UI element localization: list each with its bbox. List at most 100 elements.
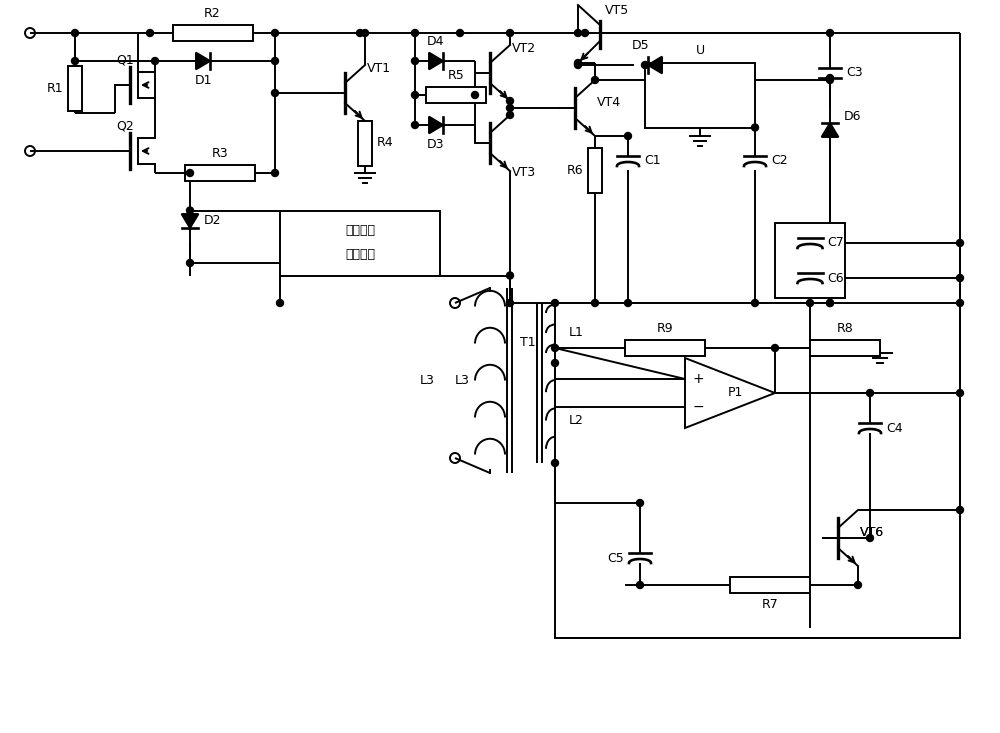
Text: L3: L3	[455, 374, 470, 387]
Text: Q2: Q2	[116, 119, 134, 133]
Circle shape	[637, 499, 644, 507]
Circle shape	[624, 300, 632, 306]
Text: R1: R1	[46, 81, 63, 95]
Bar	[588, 147, 602, 193]
Text: R6: R6	[566, 163, 583, 177]
Text: OUT: OUT	[712, 73, 738, 86]
Polygon shape	[429, 53, 443, 70]
Polygon shape	[648, 56, 662, 73]
Text: D6: D6	[843, 109, 861, 122]
Text: R9: R9	[657, 322, 673, 335]
Circle shape	[507, 111, 514, 119]
Text: R8: R8	[837, 322, 853, 335]
Circle shape	[412, 29, 418, 37]
Bar	[555, 303, 960, 638]
Circle shape	[752, 124, 759, 131]
Circle shape	[592, 76, 598, 84]
Text: −: −	[693, 400, 705, 414]
Circle shape	[574, 59, 582, 67]
Text: 触发电路: 触发电路	[345, 248, 375, 262]
Text: R4: R4	[377, 136, 394, 150]
Circle shape	[637, 581, 644, 589]
Text: P1: P1	[727, 386, 743, 399]
Bar	[358, 120, 372, 166]
Text: L1: L1	[569, 326, 584, 339]
Circle shape	[186, 207, 194, 214]
Text: C4: C4	[886, 421, 903, 435]
Circle shape	[272, 29, 278, 37]
Text: VT3: VT3	[512, 166, 536, 180]
Text: L3: L3	[420, 374, 435, 387]
Text: R7: R7	[762, 598, 778, 611]
Circle shape	[956, 240, 964, 246]
Circle shape	[826, 300, 834, 306]
Circle shape	[956, 300, 964, 306]
Text: IN: IN	[674, 73, 686, 86]
Circle shape	[186, 169, 194, 177]
Circle shape	[592, 300, 598, 306]
Text: R3: R3	[212, 147, 228, 160]
Circle shape	[582, 29, 588, 37]
Bar	[775, 223, 845, 298]
Text: R5: R5	[448, 69, 464, 82]
Text: 脉冲放大: 脉冲放大	[345, 224, 375, 237]
Circle shape	[356, 29, 364, 37]
Circle shape	[507, 272, 514, 279]
Circle shape	[806, 300, 814, 306]
Bar	[173, 25, 252, 41]
Circle shape	[574, 62, 582, 68]
Bar	[185, 165, 255, 181]
Circle shape	[272, 89, 278, 97]
Circle shape	[412, 57, 418, 65]
Circle shape	[866, 389, 874, 397]
Circle shape	[854, 581, 862, 589]
Bar	[68, 65, 82, 111]
Text: Q1: Q1	[116, 54, 134, 67]
Circle shape	[276, 300, 284, 306]
Circle shape	[826, 76, 834, 84]
Bar	[810, 340, 880, 356]
Text: C6: C6	[828, 271, 844, 284]
Circle shape	[412, 122, 418, 128]
Polygon shape	[429, 117, 443, 133]
Circle shape	[507, 97, 514, 105]
Text: T1: T1	[520, 336, 536, 350]
Text: GND: GND	[686, 103, 714, 117]
Circle shape	[152, 57, 158, 65]
Bar	[280, 210, 440, 276]
Text: C5: C5	[607, 551, 624, 564]
Circle shape	[507, 105, 514, 111]
Text: VT5: VT5	[605, 4, 629, 18]
Circle shape	[507, 300, 514, 306]
Circle shape	[412, 92, 418, 98]
Circle shape	[574, 29, 582, 37]
Circle shape	[642, 62, 648, 68]
Circle shape	[552, 359, 558, 366]
Circle shape	[72, 29, 78, 37]
Circle shape	[772, 345, 778, 352]
Text: +: +	[693, 372, 705, 386]
Text: VT1: VT1	[367, 62, 391, 75]
Circle shape	[552, 460, 558, 466]
Text: VT4: VT4	[597, 97, 621, 109]
Text: D1: D1	[194, 75, 212, 87]
Text: C2: C2	[771, 155, 788, 168]
Circle shape	[866, 534, 874, 542]
Circle shape	[826, 29, 834, 37]
Bar	[625, 340, 705, 356]
Bar	[426, 87, 486, 103]
Text: VT6: VT6	[860, 526, 884, 539]
Text: C7: C7	[828, 237, 844, 249]
Circle shape	[552, 300, 558, 306]
Text: D5: D5	[632, 39, 650, 51]
Circle shape	[956, 389, 964, 397]
Circle shape	[956, 274, 964, 281]
Circle shape	[72, 57, 78, 65]
Text: D2: D2	[203, 215, 221, 227]
Text: C3: C3	[846, 67, 863, 79]
Polygon shape	[182, 214, 198, 228]
Text: U: U	[695, 43, 705, 56]
Text: L2: L2	[569, 414, 584, 427]
Circle shape	[272, 57, 278, 65]
Text: R2: R2	[204, 7, 221, 20]
